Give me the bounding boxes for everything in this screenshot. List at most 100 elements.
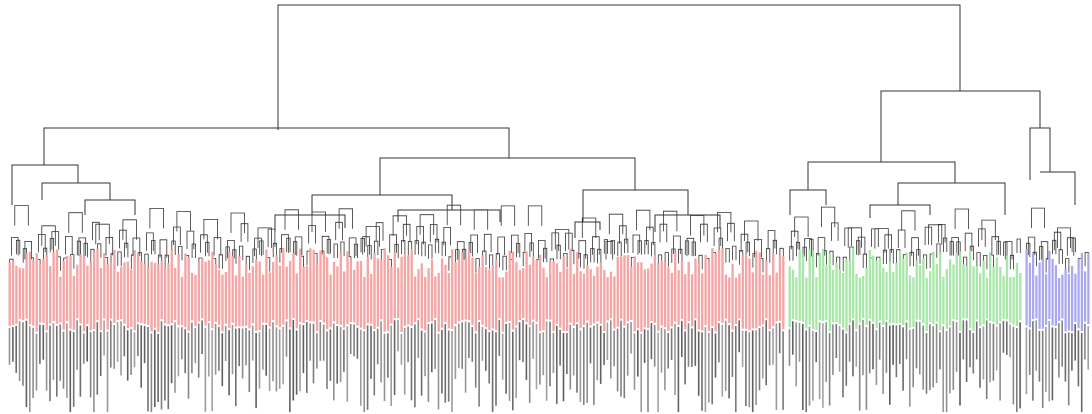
- leaf-label: [410, 327, 413, 401]
- leaf-label: [579, 330, 582, 402]
- leaf-label: [909, 329, 911, 407]
- leaf-label: [59, 324, 61, 381]
- leaf-label: [150, 333, 153, 412]
- leaf-label: [792, 321, 794, 355]
- leaf-label: [1045, 326, 1047, 393]
- leaf-label: [485, 329, 487, 371]
- branch-link: [1040, 241, 1049, 260]
- branch-link: [443, 227, 451, 246]
- branch-link: [938, 224, 946, 243]
- leaf-label: [211, 330, 213, 412]
- branch-link: [321, 235, 330, 255]
- leaf-label: [992, 323, 995, 381]
- leaf-label: [245, 327, 247, 366]
- leaf-label: [464, 321, 467, 393]
- branch-link: [274, 214, 346, 232]
- leaf-label: [643, 329, 646, 363]
- leaf-label: [633, 333, 636, 390]
- leaf-label: [939, 332, 941, 370]
- leaf-label: [167, 326, 170, 410]
- leaf-label: [878, 322, 881, 360]
- leaf-label: [562, 333, 565, 402]
- leaf-label: [714, 333, 717, 378]
- leaf-label: [775, 323, 778, 410]
- branch-link: [333, 243, 338, 258]
- branch-link: [608, 213, 624, 235]
- branch-link: [338, 208, 353, 229]
- leaf-label: [711, 328, 713, 405]
- leaf-label: [471, 327, 474, 362]
- branch-link: [911, 237, 919, 256]
- branch-link: [686, 237, 695, 257]
- branch-link: [1029, 127, 1051, 180]
- leaf-label: [133, 332, 136, 368]
- leaf-label: [170, 325, 173, 384]
- leaf-label: [25, 320, 28, 407]
- branch-link: [610, 240, 615, 255]
- branch-link: [632, 234, 641, 253]
- branch-link: [284, 209, 299, 230]
- branch-link: [446, 204, 462, 226]
- leaf-label: [495, 332, 497, 406]
- leaf-label: [1058, 323, 1060, 378]
- leaf-label: [241, 328, 244, 379]
- leaf-label: [231, 324, 234, 375]
- branch-link: [538, 240, 546, 259]
- leaf-label: [8, 327, 11, 365]
- leaf-label: [1025, 327, 1028, 395]
- leaf-label: [447, 330, 450, 402]
- leaf-label: [160, 321, 163, 410]
- branch-link: [348, 237, 357, 256]
- leaf-label: [353, 324, 355, 357]
- leaf-label: [975, 321, 978, 360]
- leaf-label: [187, 332, 190, 399]
- leaf-label: [126, 330, 129, 381]
- leaf-label: [461, 322, 463, 369]
- leaf-label: [177, 327, 180, 377]
- leaf-label: [140, 325, 142, 388]
- branch-link: [766, 248, 771, 263]
- leaf-label: [285, 321, 288, 357]
- leaf-label: [919, 321, 921, 375]
- leaf-label: [427, 324, 430, 402]
- branch-link: [744, 220, 759, 241]
- leaf-label: [235, 328, 237, 407]
- branch-link: [880, 90, 1041, 162]
- branch-link: [928, 224, 943, 245]
- leaf-label: [751, 330, 754, 412]
- leaf-label: [925, 333, 928, 394]
- branch-link: [159, 239, 168, 258]
- leaf-label: [1028, 329, 1031, 375]
- leaf-label: [838, 326, 841, 372]
- leaf-label: [613, 330, 615, 367]
- leaf-label: [701, 332, 703, 411]
- leaf-label: [370, 325, 372, 379]
- leaf-label: [248, 330, 251, 392]
- branch-link: [245, 255, 250, 271]
- leaf-label: [420, 330, 423, 396]
- leaf-label: [96, 322, 99, 395]
- branch-link: [365, 226, 380, 247]
- leaf-label: [93, 331, 95, 412]
- leaf-label: [868, 320, 871, 374]
- leaf-label: [738, 320, 740, 353]
- branch-link: [311, 211, 326, 232]
- leaf-label: [899, 324, 901, 364]
- leaf-label: [832, 324, 834, 375]
- leaf-label: [515, 327, 517, 399]
- leaf-label: [818, 322, 821, 400]
- leaf-label: [932, 326, 934, 388]
- branch-link: [964, 232, 973, 252]
- leaf-label: [985, 320, 988, 399]
- leaf-label: [441, 329, 443, 394]
- leaf-label: [1071, 333, 1073, 371]
- leaf-label: [1084, 323, 1086, 360]
- branch-link: [419, 214, 435, 235]
- leaf-label: [400, 334, 403, 365]
- leaf-label: [842, 329, 844, 398]
- branch-link: [117, 251, 122, 266]
- leaf-label: [1019, 322, 1021, 409]
- leaf-label: [545, 321, 548, 401]
- leaf-label: [312, 323, 315, 384]
